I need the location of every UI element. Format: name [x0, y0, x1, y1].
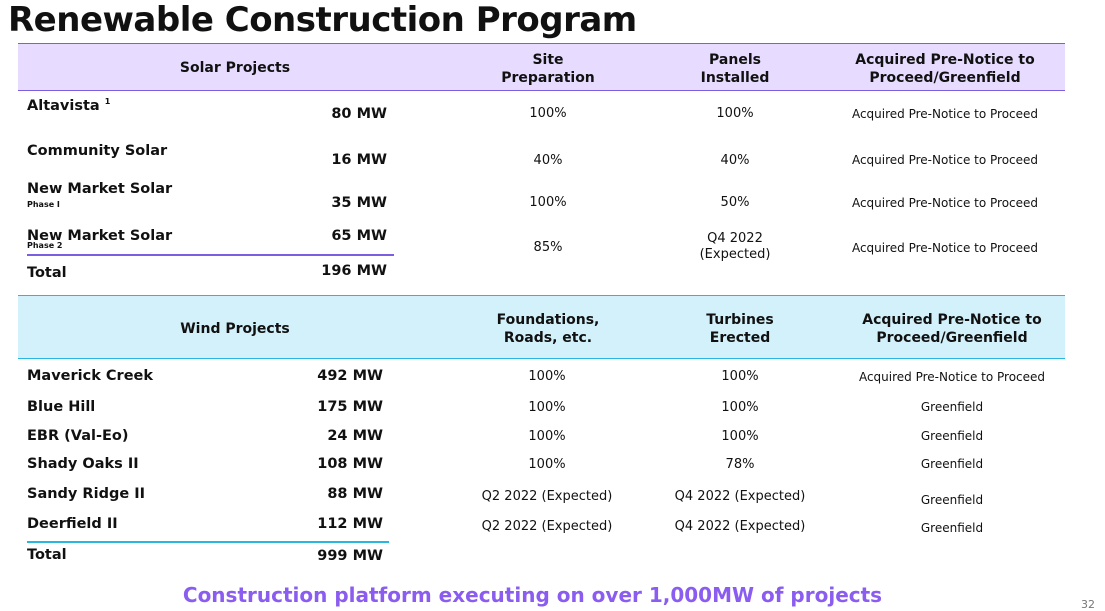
capacity: 80 MW	[331, 106, 387, 122]
header-line: Erected	[709, 330, 771, 346]
acquired-status: Greenfield	[920, 429, 984, 443]
page-number: 32	[1081, 598, 1095, 611]
capacity: 16 MW	[331, 152, 387, 168]
wind-acquired-header: Acquired Pre-Notice to Proceed/Greenfiel…	[842, 311, 1062, 347]
acquired-status: Acquired Pre-Notice to Proceed	[851, 241, 1039, 255]
acquired-status: Greenfield	[920, 493, 984, 507]
panels-value: 100%	[716, 106, 754, 121]
project-name: Deerfield II	[27, 516, 118, 532]
project-name: EBR (Val-Eo)	[27, 428, 129, 444]
header-line: Preparation	[501, 70, 595, 86]
site-prep-value: 100%	[529, 106, 567, 121]
acquired-status: Acquired Pre-Notice to Proceed	[851, 107, 1039, 121]
turbines-value: 78%	[725, 457, 755, 472]
solar-header-band	[18, 43, 1065, 91]
solar-site-prep-header: Site Preparation	[468, 51, 628, 87]
total-capacity: 196 MW	[321, 263, 387, 279]
solar-panels-header: Panels Installed	[655, 51, 815, 87]
solar-acquired-header: Acquired Pre-Notice to Proceed/Greenfiel…	[835, 51, 1055, 87]
project-name: Sandy Ridge II	[27, 486, 145, 502]
turbines-value: 100%	[721, 369, 759, 384]
solar-total-divider	[27, 254, 394, 256]
project-name: Shady Oaks II	[27, 456, 139, 472]
panels-line: (Expected)	[699, 247, 771, 262]
panels-line: Q4 2022	[707, 231, 763, 246]
foundations-value: Q2 2022 (Expected)	[481, 519, 613, 534]
turbines-value: Q4 2022 (Expected)	[674, 489, 806, 504]
acquired-status: Acquired Pre-Notice to Proceed	[851, 196, 1039, 210]
header-line: Installed	[700, 70, 770, 86]
foundations-value: 100%	[528, 400, 566, 415]
project-phase: Phase 2	[27, 241, 63, 250]
name-text: Altavista	[27, 97, 100, 114]
project-name: Altavista 1	[27, 97, 110, 114]
header-line: Site	[532, 52, 564, 68]
wind-foundations-header: Foundations, Roads, etc.	[468, 311, 628, 347]
capacity: 24 MW	[327, 428, 383, 444]
page-title: Renewable Construction Program	[8, 0, 637, 40]
capacity: 175 MW	[317, 399, 383, 415]
capacity: 35 MW	[331, 195, 387, 211]
project-name: Community Solar	[27, 143, 168, 159]
capacity: 88 MW	[327, 486, 383, 502]
footer-tagline: Construction platform executing on over …	[182, 583, 883, 607]
turbines-value: 100%	[721, 429, 759, 444]
project-name: Maverick Creek	[27, 368, 154, 384]
acquired-status: Greenfield	[920, 521, 984, 535]
acquired-status: Acquired Pre-Notice to Proceed	[858, 370, 1046, 384]
header-line: Acquired Pre-Notice to	[855, 52, 1035, 68]
panels-value: 40%	[720, 153, 750, 168]
foundations-value: 100%	[528, 429, 566, 444]
wind-turbines-header: Turbines Erected	[660, 311, 820, 347]
acquired-status: Acquired Pre-Notice to Proceed	[851, 153, 1039, 167]
site-prep-value: 85%	[533, 240, 563, 255]
site-prep-value: 100%	[529, 195, 567, 210]
header-line: Foundations,	[496, 312, 600, 328]
wind-header-band	[18, 295, 1065, 359]
header-line: Acquired Pre-Notice to	[862, 312, 1042, 328]
panels-value: 50%	[720, 195, 750, 210]
capacity: 492 MW	[317, 368, 383, 384]
total-label: Total	[27, 547, 67, 563]
project-name: New Market Solar	[27, 181, 173, 197]
footnote: 1	[104, 97, 111, 106]
wind-total-divider	[27, 541, 389, 543]
capacity: 65 MW	[331, 228, 387, 244]
foundations-value: 100%	[528, 369, 566, 384]
total-capacity: 999 MW	[317, 548, 383, 564]
project-phase: Phase I	[27, 200, 60, 209]
panels-value: Q4 2022 (Expected)	[675, 231, 795, 263]
total-label: Total	[27, 265, 67, 281]
turbines-value: Q4 2022 (Expected)	[674, 519, 806, 534]
header-line: Turbines	[706, 312, 774, 328]
acquired-status: Greenfield	[920, 400, 984, 414]
capacity: 108 MW	[317, 456, 383, 472]
header-line: Roads, etc.	[503, 330, 593, 346]
project-name: Blue Hill	[27, 399, 96, 415]
header-line: Proceed/Greenfield	[876, 330, 1028, 346]
capacity: 112 MW	[317, 516, 383, 532]
header-line: Proceed/Greenfield	[869, 70, 1021, 86]
site-prep-value: 40%	[533, 153, 563, 168]
turbines-value: 100%	[721, 400, 759, 415]
foundations-value: Q2 2022 (Expected)	[481, 489, 613, 504]
foundations-value: 100%	[528, 457, 566, 472]
solar-projects-header: Solar Projects	[179, 60, 291, 76]
acquired-status: Greenfield	[920, 457, 984, 471]
project-name: New Market Solar	[27, 228, 173, 244]
header-line: Panels	[709, 52, 761, 68]
wind-projects-header: Wind Projects	[180, 321, 290, 337]
